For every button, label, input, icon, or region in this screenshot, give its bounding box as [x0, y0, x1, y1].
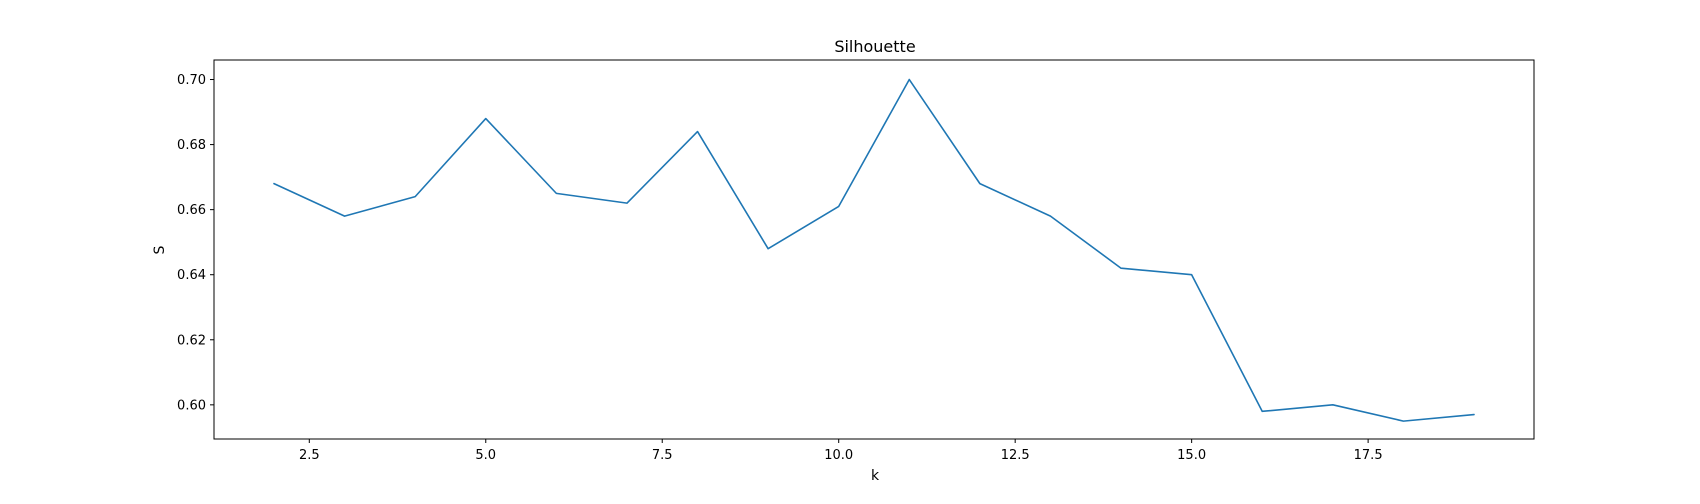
y-axis-label: S [152, 245, 168, 254]
x-tick-label: 7.5 [652, 448, 673, 463]
x-tick-label: 2.5 [299, 448, 320, 463]
y-tick-label: 0.70 [177, 73, 206, 88]
plot-frame [213, 59, 1535, 440]
x-tick-label: 12.5 [1001, 448, 1030, 463]
x-axis-label: k [871, 468, 880, 484]
y-tick-label: 0.64 [177, 268, 206, 283]
y-tick-label: 0.66 [177, 203, 206, 218]
chart-title: Silhouette [834, 37, 915, 56]
x-tick-label: 15.0 [1177, 448, 1206, 463]
x-tick-label: 17.5 [1354, 448, 1383, 463]
y-tick-label: 0.68 [177, 138, 206, 153]
y-tick-label: 0.62 [177, 333, 206, 348]
y-tick-label: 0.60 [177, 398, 206, 413]
x-tick-label: 5.0 [475, 448, 496, 463]
x-tick-label: 10.0 [824, 448, 853, 463]
plot-area: 2.5 5.0 7.5 10.0 12.5 15.0 17.5 0.60 0.62 0.64 0.6… [177, 59, 1535, 463]
series-line-0 [273, 78, 1475, 422]
